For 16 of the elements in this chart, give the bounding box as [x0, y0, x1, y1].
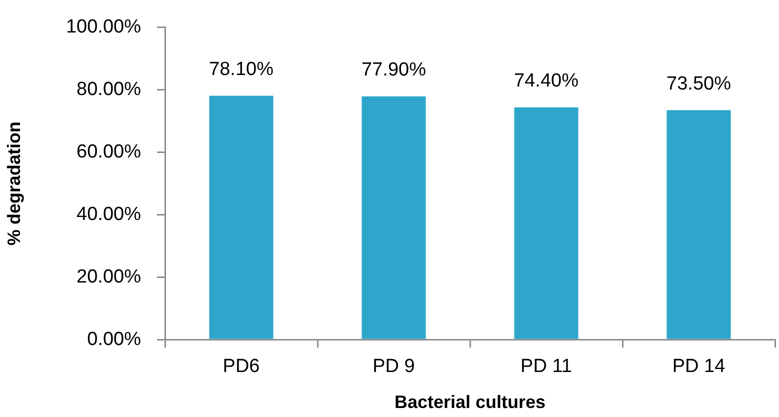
y-tick-label: 80.00%: [76, 79, 142, 100]
x-tick-label: PD 11: [520, 356, 572, 378]
data-label: 77.90%: [362, 60, 426, 81]
y-axis-title: % degradation: [4, 121, 24, 246]
y-tick-label: 100.00%: [66, 16, 142, 38]
data-label: 74.40%: [514, 70, 579, 92]
y-tick-label: 40.00%: [76, 204, 142, 225]
x-tick-label: PD 9: [372, 356, 415, 378]
x-axis-title: Bacterial cultures: [394, 392, 546, 412]
y-tick-label: 0.00%: [87, 328, 142, 350]
x-tick-label: PD6: [222, 356, 260, 378]
data-label: 73.50%: [666, 73, 732, 94]
data-label: 78.10%: [209, 59, 274, 80]
x-tick-label: PD 14: [672, 356, 726, 378]
y-tick-label: 20.00%: [76, 266, 142, 288]
y-tick-label: 60.00%: [76, 142, 142, 163]
